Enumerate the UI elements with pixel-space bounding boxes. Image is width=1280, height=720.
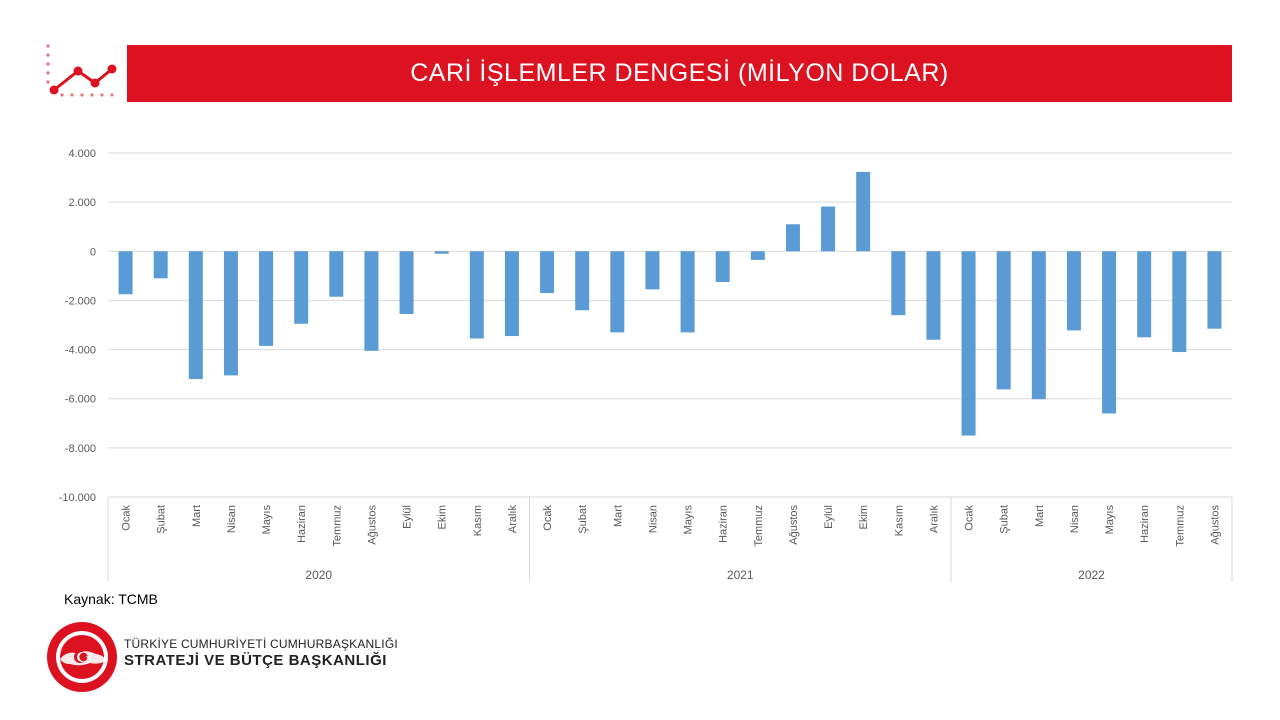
sbb-seal-icon [47, 622, 117, 692]
x-group-label: 2021 [727, 568, 754, 582]
x-group-label: 2020 [305, 568, 332, 582]
title-bar: CARİ İŞLEMLER DENGESİ (MİLYON DOLAR) [127, 45, 1232, 102]
x-tick-label: Eylül [823, 505, 835, 529]
x-tick-label: Ocak [121, 505, 133, 531]
x-tick-label: Şubat [577, 505, 589, 534]
bar [329, 251, 344, 297]
bar [1066, 251, 1081, 331]
x-tick-label: Ağustos [366, 505, 378, 545]
x-tick-label: Mart [1034, 505, 1046, 527]
bar [1137, 251, 1152, 338]
chart-gridlines [108, 152, 1232, 498]
x-tick-label: Ocak [542, 505, 554, 531]
org-name-line1: TÜRKİYE CUMHURİYETİ CUMHURBAŞKANLIĞI [124, 637, 398, 651]
bar [1207, 251, 1222, 329]
x-tick-label: Nisan [226, 505, 238, 533]
trend-line-icon [46, 44, 117, 97]
bar-chart: 4.000 2.000 0 -2.000 -4.000 -6.000 -8.000 -10.0… [59, 148, 1233, 582]
x-tick-label: Şubat [999, 505, 1011, 534]
y-tick-label: 2.000 [68, 197, 96, 209]
bar [469, 251, 484, 339]
x-group-label: 2022 [1078, 568, 1105, 582]
y-tick-label: -4.000 [65, 345, 96, 357]
source-note: Kaynak: TCMB [64, 591, 158, 607]
bar [504, 251, 519, 337]
x-tick-label: Mayıs [683, 505, 695, 535]
x-tick-label: Temmuz [331, 505, 343, 547]
x-tick-label: Haziran [1139, 505, 1151, 543]
bar [153, 251, 168, 279]
y-tick-label: -8.000 [65, 443, 96, 455]
x-tick-label: Ekim [858, 505, 870, 529]
y-tick-label: -6.000 [65, 394, 96, 406]
bar [610, 251, 625, 333]
x-tick-label: Temmuz [1174, 505, 1186, 547]
y-tick-label: 4.000 [68, 148, 96, 160]
x-tick-label: Mayıs [1104, 505, 1116, 535]
x-tick-label: Ekim [437, 505, 449, 529]
bar [188, 251, 203, 380]
x-axis: Ocak Şubat Mart Nisan Mayıs Haziran Temmuz Ağus… [107, 497, 1233, 582]
x-tick-label: Temmuz [753, 505, 765, 547]
bar [891, 251, 906, 316]
x-tick-label: Mart [612, 505, 624, 527]
x-tick-label: Mart [191, 505, 203, 527]
bar [926, 251, 941, 340]
x-tick-label: Aralık [928, 505, 940, 534]
bar [1172, 251, 1187, 353]
bar [118, 251, 133, 295]
x-tick-label: Haziran [296, 505, 308, 543]
bar [1031, 251, 1046, 400]
bar [364, 251, 379, 351]
x-tick-label: Ocak [964, 505, 976, 531]
x-tick-label: Haziran [718, 505, 730, 543]
bar [996, 251, 1011, 390]
chart-bars [118, 171, 1222, 436]
bar [294, 251, 309, 324]
bar [750, 251, 765, 260]
bar [680, 251, 695, 333]
bar [434, 251, 449, 254]
y-tick-label: 0 [90, 246, 96, 258]
bar [223, 251, 238, 376]
bar [575, 251, 590, 311]
x-tick-label: Kasım [472, 505, 484, 536]
page-title: CARİ İŞLEMLER DENGESİ (MİLYON DOLAR) [410, 59, 949, 87]
x-tick-label: Mayıs [261, 505, 273, 535]
bar [645, 251, 660, 290]
x-tick-label: Eylül [402, 505, 414, 529]
bar [259, 251, 274, 346]
x-tick-label: Nisan [647, 505, 659, 533]
bar [821, 206, 836, 252]
x-tick-label: Ağustos [1209, 505, 1221, 545]
y-tick-label: -2.000 [65, 295, 96, 307]
bar [785, 224, 800, 252]
x-tick-label: Şubat [156, 505, 168, 534]
y-tick-label: -10.000 [59, 492, 96, 504]
bar [1102, 251, 1117, 414]
y-axis: 4.000 2.000 0 -2.000 -4.000 -6.000 -8.000 -10.0… [59, 148, 96, 504]
bar [399, 251, 414, 314]
org-name-line2: STRATEJİ VE BÜTÇE BAŞKANLIĞI [124, 652, 387, 669]
bar [715, 251, 730, 282]
x-tick-label: Ağustos [788, 505, 800, 545]
x-tick-label: Nisan [1069, 505, 1081, 533]
bar [540, 251, 555, 294]
bar [961, 251, 976, 436]
x-tick-label: Aralık [507, 505, 519, 534]
bar [856, 171, 871, 252]
x-tick-label: Kasım [893, 505, 905, 536]
